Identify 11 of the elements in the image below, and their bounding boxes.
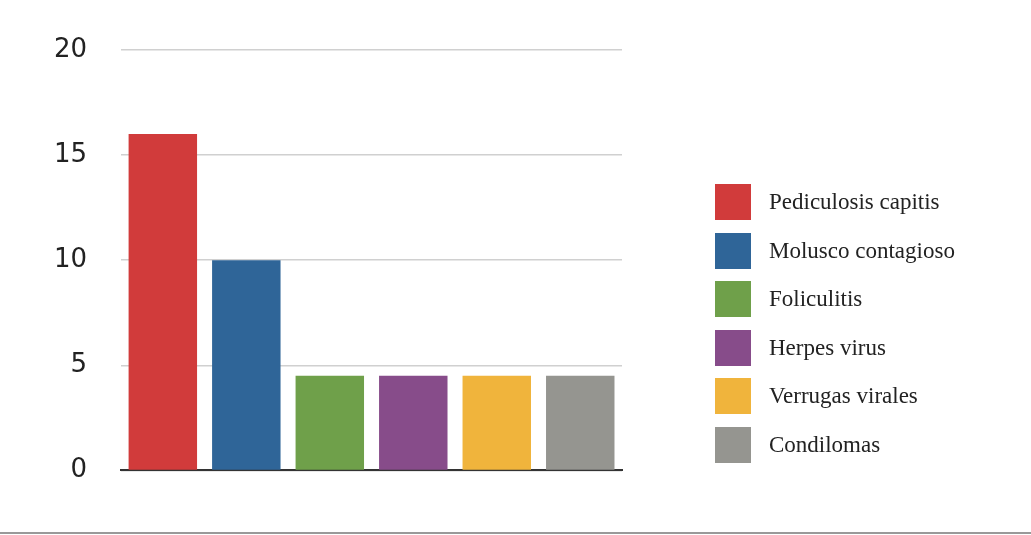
- y-tick-label: 20: [53, 32, 88, 63]
- legend-label: Molusco contagioso: [769, 237, 955, 264]
- y-tick-label: 10: [53, 242, 88, 273]
- legend-label: Pediculosis capitis: [769, 189, 940, 216]
- legend-label: Foliculitis: [769, 286, 863, 313]
- y-tick-label: 0: [70, 453, 88, 484]
- legend-label: Condilomas: [769, 431, 881, 458]
- y-tick-label: 5: [70, 348, 88, 379]
- y-tick-label: 15: [53, 137, 88, 168]
- legend-label: Verrugas virales: [769, 383, 918, 410]
- legend-label: Herpes virus: [769, 334, 886, 361]
